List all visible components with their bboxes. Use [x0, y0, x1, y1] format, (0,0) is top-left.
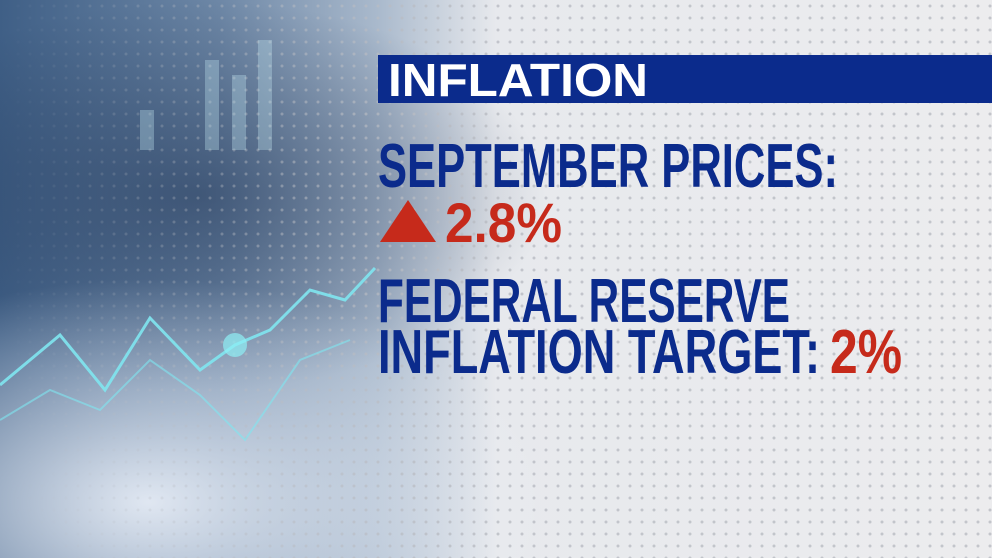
- header-bar: [378, 55, 992, 103]
- item-value: 2.8%: [445, 191, 562, 254]
- item-value: 2%: [830, 318, 902, 387]
- item-label: SEPTEMBER PRICES:: [378, 132, 838, 201]
- item-label: INFLATION TARGET:: [378, 318, 820, 387]
- decor-dot: [223, 333, 247, 357]
- decor-line: [0, 339, 351, 442]
- up-arrow: [380, 200, 436, 242]
- decor-bars: [140, 40, 272, 150]
- header-title: INFLATION: [388, 54, 648, 106]
- decor-line: [0, 266, 377, 393]
- item-label: FEDERAL RESERVE: [378, 267, 790, 336]
